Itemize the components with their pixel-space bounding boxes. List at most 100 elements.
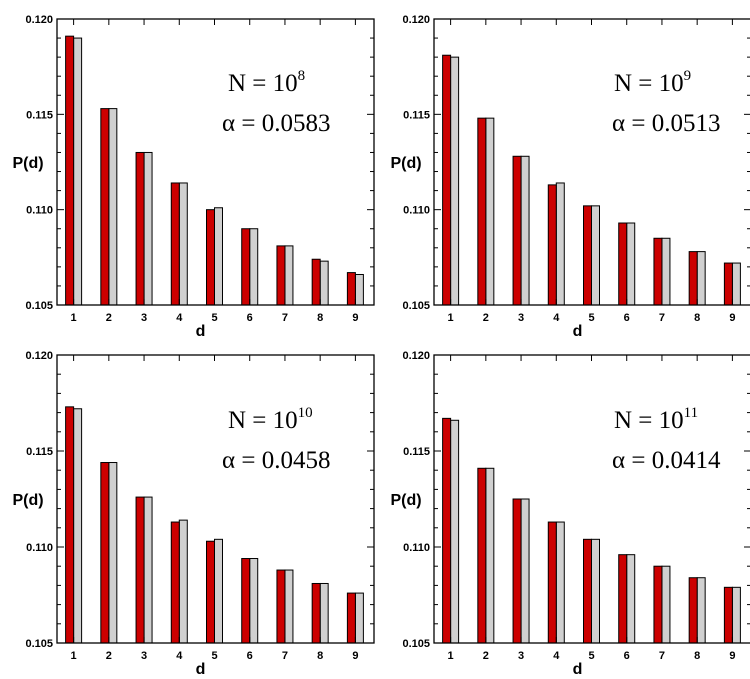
bar-series2-d7 <box>661 237 671 306</box>
bar-series2-d1 <box>450 56 460 306</box>
n-annotation-base: N = 10 <box>614 70 684 97</box>
x-tick-label: 4 <box>176 650 183 662</box>
y-tick-label: 0.115 <box>26 446 53 458</box>
bar-series2-d4 <box>178 519 188 644</box>
y-tick-label: 0.115 <box>26 109 53 121</box>
n-annotation-base: N = 10 <box>614 407 684 434</box>
x-tick-label: 8 <box>317 650 323 662</box>
x-tick-label: 2 <box>483 650 489 662</box>
y-axis-title: P(d) <box>12 492 43 509</box>
bar-series1-d8 <box>311 582 321 644</box>
bar-series2-d3 <box>520 498 530 644</box>
bar-series2-d4 <box>555 521 565 644</box>
x-tick-label: 5 <box>211 312 217 324</box>
x-tick-label: 3 <box>141 312 147 324</box>
bar-series1-d4 <box>170 521 180 644</box>
plot-frame <box>56 354 375 644</box>
x-tick-label: 5 <box>588 312 594 324</box>
bar-series1-d7 <box>276 569 286 644</box>
y-tick-label: 0.120 <box>402 350 430 362</box>
panel-3: P(d) d N = 1010 α = 0.0458 0.105 0.110 0.1… <box>12 350 375 678</box>
x-tick-label: 9 <box>729 650 735 662</box>
bar-series2-d3 <box>143 496 153 644</box>
bar-series2-d3 <box>143 151 153 306</box>
bar-series2-d1 <box>450 419 460 644</box>
x-tick-label: 8 <box>317 312 323 324</box>
x-tick-label: 3 <box>518 650 524 662</box>
bar-series1-d2 <box>100 462 110 644</box>
x-tick-label: 1 <box>71 312 77 324</box>
bar-series2-d4 <box>555 182 565 306</box>
y-tick-label: 0.110 <box>403 542 430 554</box>
y-tick-label: 0.110 <box>26 205 53 217</box>
bar-series1-d4 <box>547 184 557 306</box>
x-axis-title: d <box>196 323 206 340</box>
n-annotation-exponent: 9 <box>684 68 692 84</box>
bar-series2-d8 <box>319 260 329 306</box>
y-tick-label: 0.120 <box>25 14 53 26</box>
x-tick-label: 1 <box>71 650 77 662</box>
x-tick-label: 6 <box>624 312 630 324</box>
bar-series1-d3 <box>512 498 522 644</box>
y-tick-label: 0.110 <box>26 542 53 554</box>
bar-series2-d3 <box>520 155 530 306</box>
x-tick-label: 7 <box>282 650 288 662</box>
plot-frame <box>56 18 375 306</box>
bar-series2-d2 <box>485 117 495 306</box>
bar-series2-d9 <box>731 586 741 644</box>
bar-series1-d8 <box>688 577 698 644</box>
y-tick-label: 0.105 <box>25 300 53 312</box>
bar-series1-d6 <box>241 558 251 644</box>
plot-frame <box>433 18 750 306</box>
bar-series1-d5 <box>583 538 592 644</box>
bar-series1-d4 <box>170 182 180 306</box>
alpha-annotation: α = 0.0414 <box>612 447 721 474</box>
x-tick-label: 6 <box>247 650 253 662</box>
n-annotation: N = 108 <box>228 68 305 97</box>
bar-series2-d5 <box>591 538 600 644</box>
bar-series1-d8 <box>311 258 321 306</box>
y-tick-label: 0.115 <box>403 446 430 458</box>
y-axis-title: P(d) <box>390 155 421 172</box>
x-tick-label: 5 <box>588 650 594 662</box>
bar-series1-d3 <box>512 155 522 306</box>
bar-series1-d6 <box>241 228 251 306</box>
x-tick-label: 6 <box>247 312 253 324</box>
bar-series1-d5 <box>206 540 215 644</box>
y-tick-label: 0.110 <box>403 205 430 217</box>
x-tick-label: 7 <box>282 312 288 324</box>
bar-series1-d2 <box>477 467 487 644</box>
bar-series1-d2 <box>100 108 110 306</box>
n-annotation: N = 1011 <box>614 405 698 434</box>
bar-series1-d1 <box>65 35 75 306</box>
y-tick-label: 0.105 <box>25 638 53 650</box>
x-tick-label: 4 <box>553 312 560 324</box>
n-annotation-exponent: 11 <box>684 405 698 421</box>
panel-1: P(d) d N = 108 α = 0.0583 0.1050.1100.11… <box>12 14 375 340</box>
y-axis-title: P(d) <box>390 492 421 509</box>
x-tick-label: 8 <box>694 312 700 324</box>
x-tick-label: 6 <box>624 650 630 662</box>
bar-series2-d8 <box>696 251 706 306</box>
x-tick-label: 7 <box>659 312 665 324</box>
x-tick-label: 5 <box>211 650 217 662</box>
y-tick-label: 0.120 <box>25 350 53 362</box>
x-tick-label: 7 <box>659 650 665 662</box>
x-tick-label: 9 <box>352 650 358 662</box>
bar-series1-d7 <box>653 565 663 644</box>
x-tick-label: 4 <box>553 650 560 662</box>
bar-series2-d2 <box>108 108 118 306</box>
x-tick-label: 9 <box>729 312 735 324</box>
bar-series2-d6 <box>249 558 259 644</box>
alpha-annotation: α = 0.0583 <box>222 110 330 137</box>
x-axis-title: d <box>573 661 583 678</box>
bar-series2-d5 <box>591 205 600 306</box>
bar-series1-d5 <box>583 205 592 306</box>
bar-series2-d6 <box>626 554 636 644</box>
bar-series2-d1 <box>73 408 83 644</box>
n-annotation: N = 1010 <box>228 405 313 434</box>
bar-series1-d1 <box>442 417 452 644</box>
panel-2: P(d) d N = 109 α = 0.0513 0.1050.1100.11… <box>390 14 750 340</box>
x-tick-label: 1 <box>448 650 454 662</box>
x-tick-label: 9 <box>352 312 358 324</box>
